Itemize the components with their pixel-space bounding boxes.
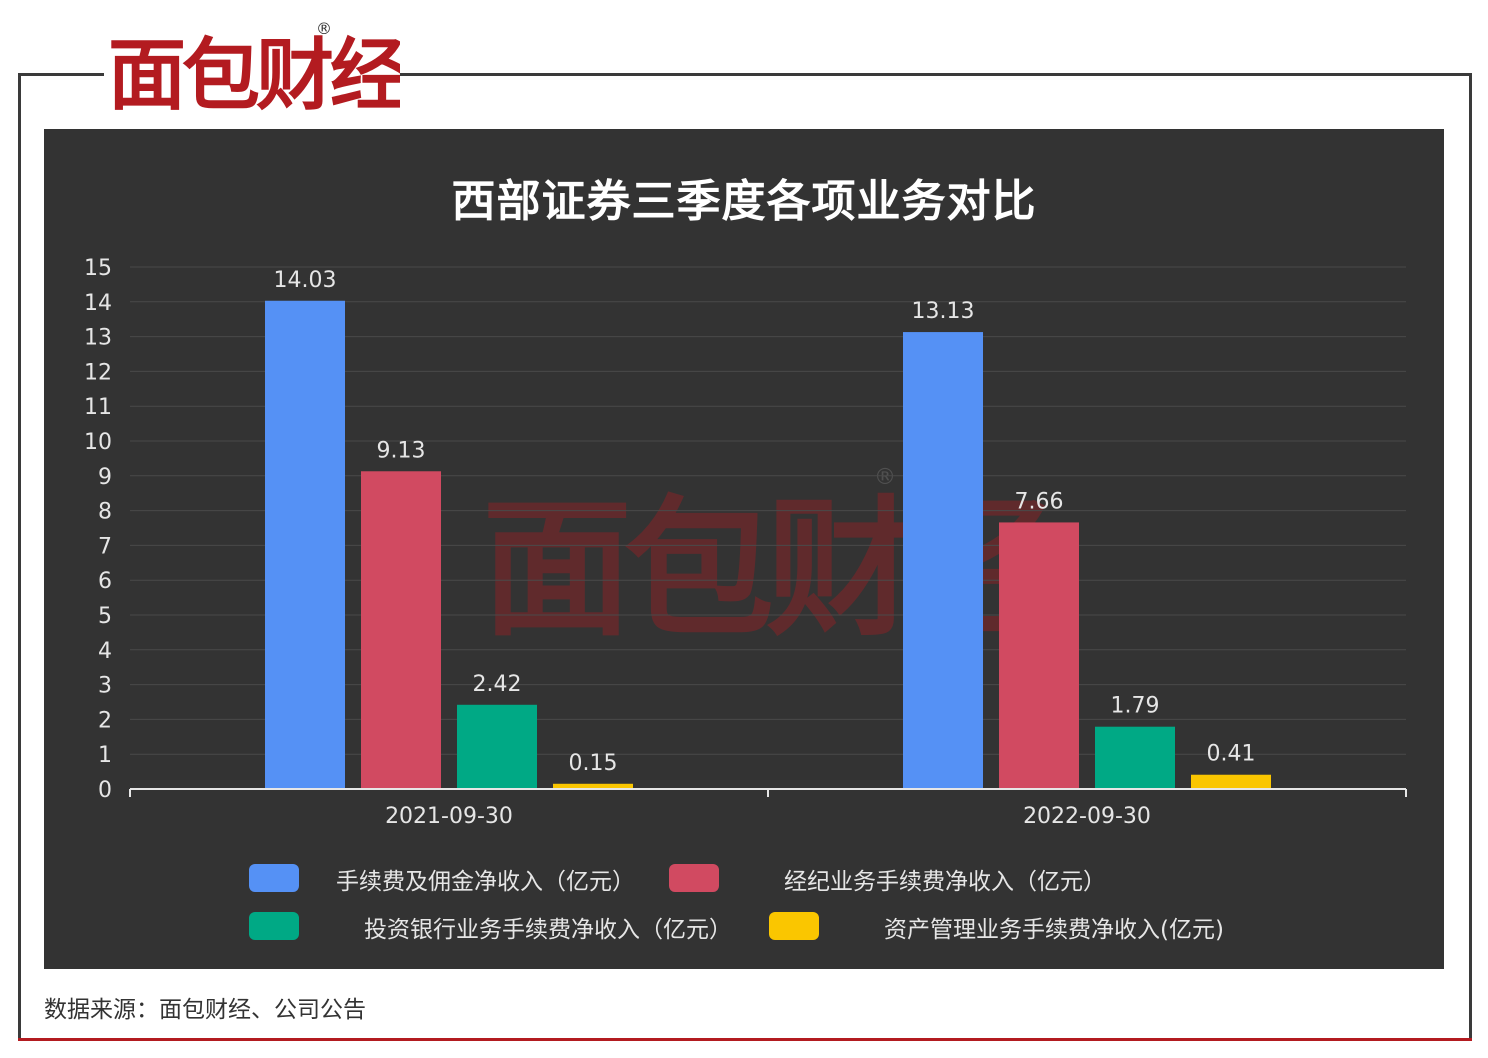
data-label: 7.66 bbox=[1015, 489, 1064, 514]
y-tick-label: 12 bbox=[84, 360, 112, 385]
legend-label-series-1: 手续费及佣金净收入（亿元） bbox=[336, 869, 635, 895]
bar-chart: 面包财经 ® 14.039.132.420.1513.137.661.790.4… bbox=[84, 256, 1407, 829]
chart-title: 西部证券三季度各项业务对比 bbox=[451, 176, 1037, 227]
source-note: 数据来源：面包财经、公司公告 bbox=[44, 997, 366, 1023]
data-label: 14.03 bbox=[274, 268, 337, 293]
y-tick-label: 5 bbox=[98, 604, 112, 629]
y-tick-label: 11 bbox=[84, 395, 112, 420]
y-tick-label: 13 bbox=[84, 326, 112, 351]
y-tick-label: 8 bbox=[98, 500, 112, 525]
data-label: 0.41 bbox=[1207, 742, 1256, 767]
frame-left-line bbox=[18, 73, 21, 1041]
data-label: 9.13 bbox=[377, 438, 426, 463]
y-tick-label: 2 bbox=[98, 708, 112, 733]
bar bbox=[999, 522, 1079, 789]
data-label: 2.42 bbox=[473, 672, 522, 697]
bar bbox=[553, 783, 633, 789]
legend-swatch-series-2 bbox=[669, 864, 719, 892]
y-tick-label: 4 bbox=[98, 639, 112, 664]
y-tick-label: 10 bbox=[84, 430, 112, 455]
bar bbox=[457, 704, 537, 789]
legend-label-series-3: 投资银行业务手续费净收入（亿元） bbox=[364, 917, 732, 943]
y-tick-label: 1 bbox=[98, 743, 112, 768]
frame-right-line bbox=[1469, 73, 1472, 1041]
data-label: 0.15 bbox=[569, 751, 618, 776]
bar bbox=[265, 300, 345, 789]
legend-label-series-4: 资产管理业务手续费净收入(亿元) bbox=[884, 917, 1224, 943]
x-tick-label: 2021-09-30 bbox=[385, 804, 513, 829]
y-tick-label: 14 bbox=[84, 291, 112, 316]
legend-swatch-series-1 bbox=[249, 864, 299, 892]
frame-top-right-line bbox=[400, 73, 1472, 76]
x-tick-label: 2022-09-30 bbox=[1023, 804, 1151, 829]
legend-swatch-series-3 bbox=[249, 912, 299, 940]
brand-logo: 面包财经 ® bbox=[108, 22, 400, 112]
data-label: 1.79 bbox=[1111, 694, 1160, 719]
y-tick-label: 6 bbox=[98, 569, 112, 594]
bar bbox=[1095, 726, 1175, 789]
bar bbox=[361, 471, 441, 789]
frame-top-left-line bbox=[18, 73, 104, 76]
bar bbox=[1191, 774, 1271, 789]
y-tick-label: 7 bbox=[98, 534, 112, 559]
y-tick-label: 0 bbox=[98, 778, 112, 803]
y-tick-label: 3 bbox=[98, 674, 112, 699]
y-tick-label: 15 bbox=[84, 256, 112, 281]
logo-text: 面包财经 bbox=[108, 31, 400, 112]
legend-swatch-series-4 bbox=[769, 912, 819, 940]
bar bbox=[903, 332, 983, 789]
frame-bottom-line bbox=[18, 1038, 1472, 1041]
y-tick-label: 9 bbox=[98, 465, 112, 490]
chart-panel: 西部证券三季度各项业务对比 面包财经 ® 14.03 9.13 2.42 0.15 13… bbox=[44, 129, 1444, 969]
data-label: 13.13 bbox=[912, 299, 975, 324]
registered-mark: ® bbox=[316, 22, 332, 38]
legend-label-series-2: 经纪业务手续费净收入（亿元） bbox=[784, 869, 1106, 895]
watermark-registered-mark: ® bbox=[874, 465, 896, 490]
